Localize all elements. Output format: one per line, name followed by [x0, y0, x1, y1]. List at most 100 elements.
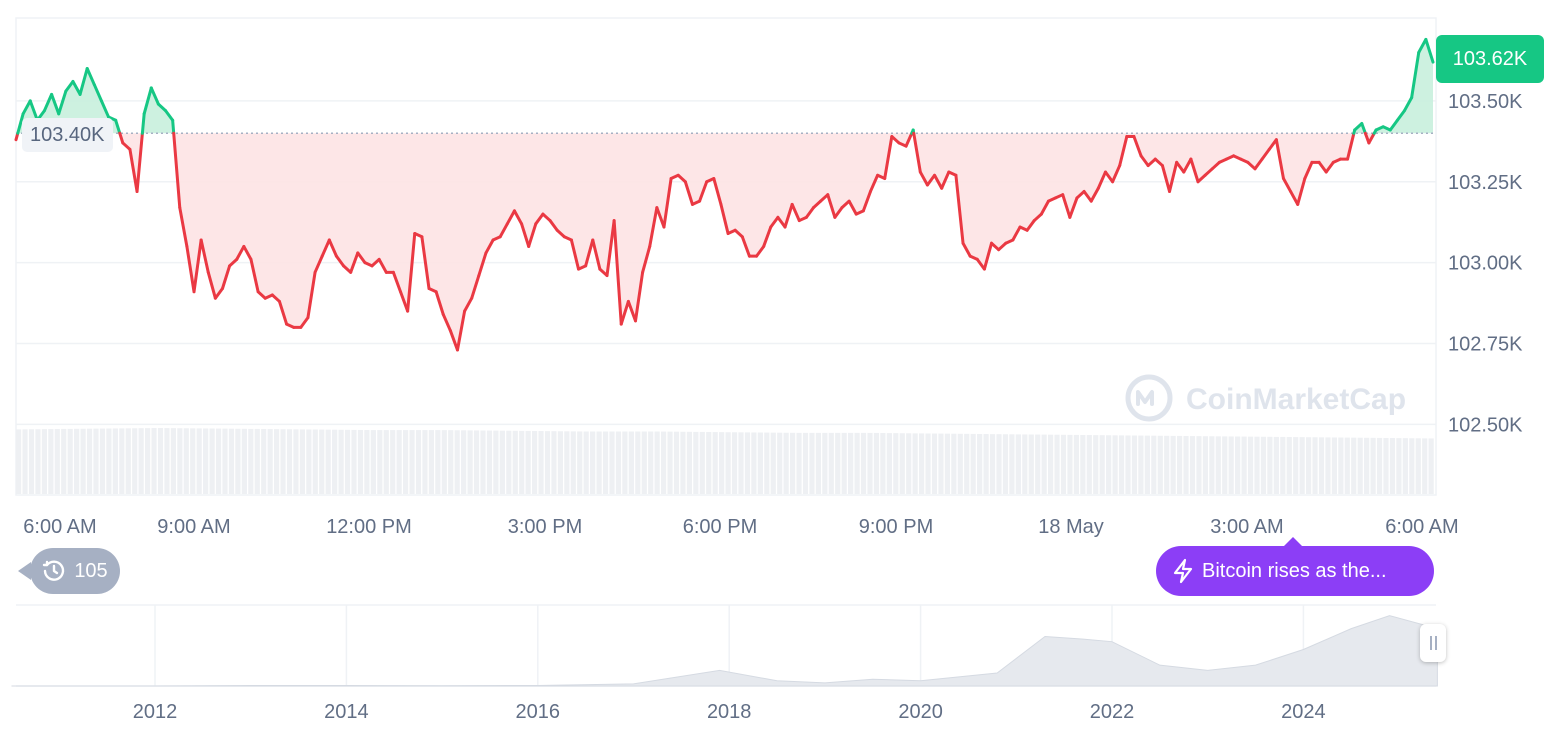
price-segment — [118, 131, 125, 145]
volume-bar — [751, 432, 757, 494]
volume-bar — [925, 433, 931, 494]
price-segment — [1075, 189, 1086, 200]
volume-bar — [435, 430, 441, 494]
volume-bar — [1318, 437, 1325, 494]
price-segment — [1346, 131, 1356, 161]
volume-bar — [1099, 435, 1105, 494]
volume-bar — [1280, 436, 1286, 494]
y-tick-label: 103.00K — [1448, 253, 1523, 275]
volume-bar — [983, 434, 989, 494]
volume-bar — [809, 432, 815, 494]
volume-bar — [428, 430, 434, 494]
watermark-text: CoinMarketCap — [1186, 383, 1406, 416]
volume-bar — [1422, 438, 1428, 494]
price-segment — [1032, 212, 1043, 223]
price-segment — [470, 274, 481, 300]
price-segment — [256, 290, 267, 300]
volume-bar — [319, 429, 325, 494]
price-segment — [228, 257, 239, 268]
price-segment — [655, 206, 666, 229]
price-segment — [434, 290, 445, 316]
volume-bar — [1396, 438, 1402, 494]
volume-bar — [338, 429, 344, 494]
volume-bar — [944, 433, 950, 494]
volume-bar — [48, 429, 54, 494]
price-segment — [648, 206, 659, 248]
volume-bar — [512, 430, 518, 494]
price-segment — [997, 241, 1008, 252]
current-price-badge: 103.62K — [1436, 35, 1544, 83]
volume-bar — [183, 428, 189, 494]
volume-bar — [1106, 435, 1112, 494]
price-segment — [826, 193, 837, 219]
volume-bar — [254, 428, 260, 494]
price-segment — [114, 118, 122, 135]
volume-bar — [61, 428, 67, 494]
price-area-above-fill — [17, 39, 1433, 134]
price-segment — [527, 222, 538, 248]
price-segment — [477, 251, 488, 278]
volume-bar — [86, 428, 93, 494]
price-segment — [156, 102, 168, 113]
overview-price-area — [11, 615, 1438, 687]
price-segment — [555, 228, 566, 239]
volume-bar — [790, 432, 796, 494]
price-segment — [455, 309, 467, 352]
overview-year-label: 2022 — [1090, 701, 1135, 723]
volume-bar — [235, 428, 241, 494]
volume-bar — [532, 430, 538, 494]
price-area-below-fill — [16, 133, 1375, 350]
volume-bar — [667, 431, 673, 494]
volume-bar — [383, 430, 389, 494]
price-segment — [762, 225, 773, 248]
price-segment — [1068, 196, 1079, 219]
price-segment — [990, 241, 1001, 252]
price-segment — [569, 238, 581, 271]
volume-bar — [970, 433, 976, 494]
volume-bar — [22, 429, 28, 494]
volume-bar — [461, 430, 467, 494]
volume-bar — [893, 433, 899, 494]
volume-bar — [190, 428, 196, 494]
price-segment — [662, 177, 673, 229]
volume-bar — [1196, 436, 1202, 494]
volume-bar — [1344, 437, 1350, 494]
volume-bar — [1228, 436, 1234, 494]
price-segment — [833, 206, 844, 219]
price-segment — [548, 219, 559, 232]
volume-bar — [157, 428, 164, 494]
price-segment — [1395, 109, 1407, 122]
volume-bar — [306, 429, 312, 494]
volume-bar — [919, 433, 925, 494]
price-segment — [883, 134, 894, 181]
news-button[interactable]: Bitcoin rises as the... — [1156, 537, 1434, 596]
y-axis: 103.50K 103.25K 103.00K 102.75K 102.50K — [1448, 91, 1523, 437]
volume-bar — [538, 431, 544, 494]
volume-bar — [422, 430, 428, 494]
volume-bar — [1080, 434, 1086, 494]
price-segment — [1111, 164, 1122, 184]
volume-bar — [661, 431, 667, 494]
price-segment — [641, 244, 652, 274]
overview-year-label: 2014 — [324, 701, 369, 723]
volume-bar — [996, 434, 1002, 494]
price-segment — [626, 299, 637, 323]
price-segment — [1025, 219, 1036, 232]
volume-bar — [1338, 437, 1344, 494]
price-segment — [890, 134, 901, 145]
price-segment — [755, 244, 766, 258]
range-slider-handle[interactable] — [1420, 624, 1446, 662]
price-segment — [498, 222, 509, 239]
price-segment — [1039, 199, 1050, 216]
volume-bar — [673, 431, 680, 494]
history-button[interactable]: 105 — [18, 548, 120, 594]
volume-bar — [1351, 437, 1357, 494]
volume-bar — [145, 428, 151, 494]
volume-bar — [886, 433, 892, 494]
price-segment — [733, 228, 744, 239]
price-segment — [85, 67, 96, 87]
volume-bar — [1415, 438, 1421, 494]
volume-bar — [441, 430, 447, 494]
volume-bar — [299, 429, 305, 494]
price-segment — [1160, 164, 1172, 193]
